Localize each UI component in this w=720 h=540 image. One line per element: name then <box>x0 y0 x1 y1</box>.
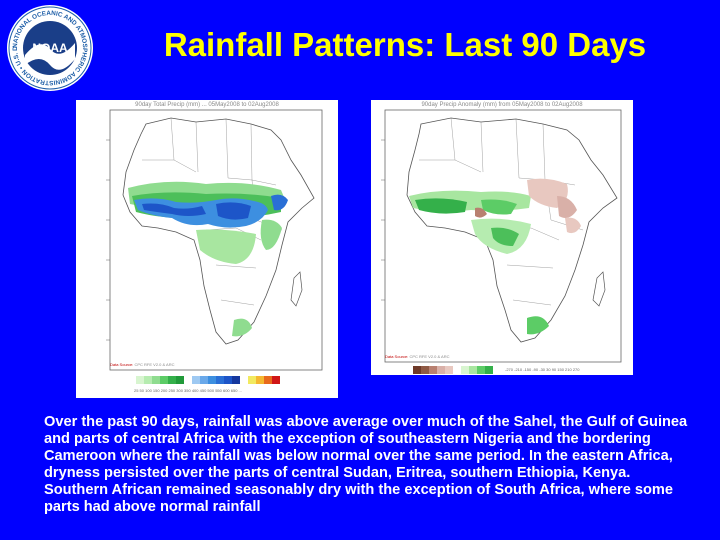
total-precip-credit-label: Data Source: <box>110 362 134 367</box>
precip-anomaly-credit-source: CPC RFE V2.0 & ARC <box>409 354 450 359</box>
total-precip-map-panel: 90day Total Precip (mm) ... 05May2008 to… <box>76 100 338 398</box>
total-precip-credit-source: CPC RFE V2.0 & ARC <box>134 362 175 367</box>
precip-anomaly-map-panel: 90day Precip Anomaly (mm) from 05May2008… <box>371 100 633 375</box>
precip-anomaly-map <box>381 109 622 374</box>
logo-center-text: NOAA <box>32 41 68 55</box>
total-precip-map-header: 90day Total Precip (mm) ... 05May2008 to… <box>135 102 279 108</box>
total-precip-map <box>106 109 323 384</box>
slide-body-text: Over the past 90 days, rainfall was abov… <box>44 414 688 515</box>
total-precip-map-credit: Data Source: CPC RFE V2.0 & ARC <box>110 362 175 367</box>
precip-anomaly-credit-label: Data Source: <box>385 354 409 359</box>
precip-anomaly-legend-labels: -270 -210 -150 -90 -30 30 90 150 210 270 <box>505 367 580 372</box>
noaa-logo: NATIONAL OCEANIC AND ATMOSPHERIC ADMINIS… <box>2 0 95 93</box>
precip-anomaly-map-header: 90day Precip Anomaly (mm) from 05May2008… <box>421 102 583 108</box>
precip-anomaly-map-credit: Data Source: CPC RFE V2.0 & ARC <box>385 354 450 359</box>
noaa-logo-graphic: NATIONAL OCEANIC AND ATMOSPHERIC ADMINIS… <box>2 0 93 91</box>
total-precip-legend-labels: 25 50 100 150 200 250 300 350 400 450 50… <box>134 388 242 393</box>
slide-title: Rainfall Patterns: Last 90 Days <box>163 26 647 63</box>
